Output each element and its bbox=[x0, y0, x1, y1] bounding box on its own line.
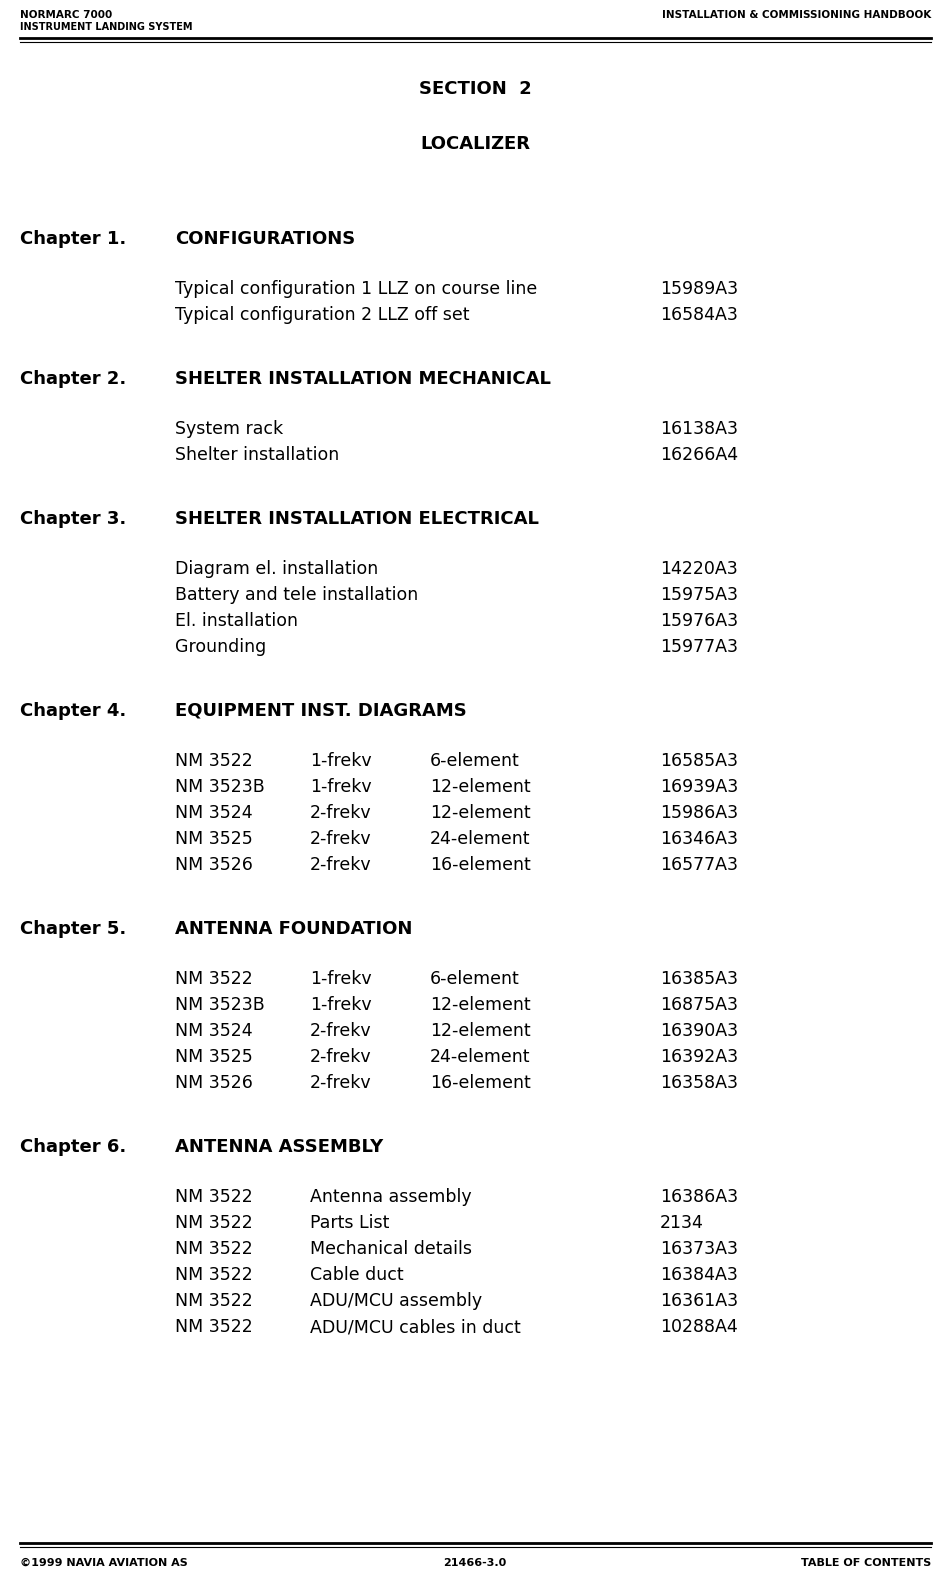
Text: 12-element: 12-element bbox=[430, 804, 531, 823]
Text: NM 3523B: NM 3523B bbox=[175, 778, 264, 796]
Text: 16585A3: 16585A3 bbox=[660, 752, 738, 771]
Text: Chapter 2.: Chapter 2. bbox=[20, 369, 126, 388]
Text: 16385A3: 16385A3 bbox=[660, 970, 738, 988]
Text: NM 3525: NM 3525 bbox=[175, 831, 253, 848]
Text: 21466-3.0: 21466-3.0 bbox=[443, 1558, 507, 1568]
Text: NM 3524: NM 3524 bbox=[175, 1022, 253, 1041]
Text: Chapter 6.: Chapter 6. bbox=[20, 1138, 126, 1156]
Text: 16584A3: 16584A3 bbox=[660, 306, 738, 324]
Text: SECTION  2: SECTION 2 bbox=[418, 81, 532, 98]
Text: Parts List: Parts List bbox=[310, 1214, 389, 1232]
Text: System rack: System rack bbox=[175, 420, 283, 437]
Text: NM 3522: NM 3522 bbox=[175, 970, 253, 988]
Text: 16373A3: 16373A3 bbox=[660, 1240, 738, 1258]
Text: 6-element: 6-element bbox=[430, 752, 520, 771]
Text: NM 3522: NM 3522 bbox=[175, 1187, 253, 1206]
Text: 16392A3: 16392A3 bbox=[660, 1048, 738, 1066]
Text: Grounding: Grounding bbox=[175, 638, 266, 655]
Text: Chapter 5.: Chapter 5. bbox=[20, 921, 126, 938]
Text: SHELTER INSTALLATION MECHANICAL: SHELTER INSTALLATION MECHANICAL bbox=[175, 369, 551, 388]
Text: 16386A3: 16386A3 bbox=[660, 1187, 738, 1206]
Text: NM 3524: NM 3524 bbox=[175, 804, 253, 823]
Text: 12-element: 12-element bbox=[430, 1022, 531, 1041]
Text: 16875A3: 16875A3 bbox=[660, 996, 738, 1014]
Text: 16384A3: 16384A3 bbox=[660, 1266, 738, 1284]
Text: 1-frekv: 1-frekv bbox=[310, 778, 372, 796]
Text: Antenna assembly: Antenna assembly bbox=[310, 1187, 472, 1206]
Text: 2-frekv: 2-frekv bbox=[310, 1022, 372, 1041]
Text: 16361A3: 16361A3 bbox=[660, 1292, 738, 1311]
Text: 1-frekv: 1-frekv bbox=[310, 996, 372, 1014]
Text: 16266A4: 16266A4 bbox=[660, 445, 738, 464]
Text: TABLE OF CONTENTS: TABLE OF CONTENTS bbox=[801, 1558, 931, 1568]
Text: 16346A3: 16346A3 bbox=[660, 831, 738, 848]
Text: 16577A3: 16577A3 bbox=[660, 856, 738, 875]
Text: 1-frekv: 1-frekv bbox=[310, 752, 372, 771]
Text: 6-element: 6-element bbox=[430, 970, 520, 988]
Text: NM 3522: NM 3522 bbox=[175, 1292, 253, 1311]
Text: 2-frekv: 2-frekv bbox=[310, 856, 372, 875]
Text: Battery and tele installation: Battery and tele installation bbox=[175, 586, 418, 605]
Text: ANTENNA FOUNDATION: ANTENNA FOUNDATION bbox=[175, 921, 413, 938]
Text: CONFIGURATIONS: CONFIGURATIONS bbox=[175, 231, 356, 248]
Text: Typical configuration 1 LLZ on course line: Typical configuration 1 LLZ on course li… bbox=[175, 279, 537, 298]
Text: Chapter 3.: Chapter 3. bbox=[20, 510, 126, 527]
Text: EQUIPMENT INST. DIAGRAMS: EQUIPMENT INST. DIAGRAMS bbox=[175, 703, 467, 720]
Text: 24-element: 24-element bbox=[430, 1048, 531, 1066]
Text: Mechanical details: Mechanical details bbox=[310, 1240, 472, 1258]
Text: 2-frekv: 2-frekv bbox=[310, 804, 372, 823]
Text: 2-frekv: 2-frekv bbox=[310, 831, 372, 848]
Text: Cable duct: Cable duct bbox=[310, 1266, 403, 1284]
Text: 15975A3: 15975A3 bbox=[660, 586, 738, 605]
Text: NM 3522: NM 3522 bbox=[175, 1214, 253, 1232]
Text: 16138A3: 16138A3 bbox=[660, 420, 738, 437]
Text: LOCALIZER: LOCALIZER bbox=[420, 134, 530, 153]
Text: 2-frekv: 2-frekv bbox=[310, 1074, 372, 1093]
Text: NM 3525: NM 3525 bbox=[175, 1048, 253, 1066]
Text: ©1999 NAVIA AVIATION AS: ©1999 NAVIA AVIATION AS bbox=[20, 1558, 187, 1568]
Text: INSTALLATION & COMMISSIONING HANDBOOK: INSTALLATION & COMMISSIONING HANDBOOK bbox=[662, 9, 931, 21]
Text: NM 3522: NM 3522 bbox=[175, 1318, 253, 1336]
Text: Diagram el. installation: Diagram el. installation bbox=[175, 561, 378, 578]
Text: NM 3526: NM 3526 bbox=[175, 1074, 253, 1093]
Text: 16939A3: 16939A3 bbox=[660, 778, 738, 796]
Text: 2-frekv: 2-frekv bbox=[310, 1048, 372, 1066]
Text: 15986A3: 15986A3 bbox=[660, 804, 738, 823]
Text: NM 3522: NM 3522 bbox=[175, 1240, 253, 1258]
Text: NM 3522: NM 3522 bbox=[175, 1266, 253, 1284]
Text: 12-element: 12-element bbox=[430, 778, 531, 796]
Text: 16-element: 16-element bbox=[430, 1074, 531, 1093]
Text: 12-element: 12-element bbox=[430, 996, 531, 1014]
Text: Chapter 1.: Chapter 1. bbox=[20, 231, 126, 248]
Text: NORMARC 7000: NORMARC 7000 bbox=[20, 9, 112, 21]
Text: ADU/MCU cables in duct: ADU/MCU cables in duct bbox=[310, 1318, 521, 1336]
Text: 16390A3: 16390A3 bbox=[660, 1022, 738, 1041]
Text: 15976A3: 15976A3 bbox=[660, 613, 738, 630]
Text: ANTENNA ASSEMBLY: ANTENNA ASSEMBLY bbox=[175, 1138, 383, 1156]
Text: 10288A4: 10288A4 bbox=[660, 1318, 738, 1336]
Text: SHELTER INSTALLATION ELECTRICAL: SHELTER INSTALLATION ELECTRICAL bbox=[175, 510, 539, 527]
Text: 15977A3: 15977A3 bbox=[660, 638, 738, 655]
Text: 16-element: 16-element bbox=[430, 856, 531, 875]
Text: 1-frekv: 1-frekv bbox=[310, 970, 372, 988]
Text: 2134: 2134 bbox=[660, 1214, 704, 1232]
Text: NM 3522: NM 3522 bbox=[175, 752, 253, 771]
Text: El. installation: El. installation bbox=[175, 613, 298, 630]
Text: Typical configuration 2 LLZ off set: Typical configuration 2 LLZ off set bbox=[175, 306, 470, 324]
Text: ADU/MCU assembly: ADU/MCU assembly bbox=[310, 1292, 482, 1311]
Text: NM 3526: NM 3526 bbox=[175, 856, 253, 875]
Text: INSTRUMENT LANDING SYSTEM: INSTRUMENT LANDING SYSTEM bbox=[20, 22, 192, 32]
Text: Shelter installation: Shelter installation bbox=[175, 445, 340, 464]
Text: 14220A3: 14220A3 bbox=[660, 561, 738, 578]
Text: 15989A3: 15989A3 bbox=[660, 279, 738, 298]
Text: 16358A3: 16358A3 bbox=[660, 1074, 738, 1093]
Text: Chapter 4.: Chapter 4. bbox=[20, 703, 126, 720]
Text: NM 3523B: NM 3523B bbox=[175, 996, 264, 1014]
Text: 24-element: 24-element bbox=[430, 831, 531, 848]
